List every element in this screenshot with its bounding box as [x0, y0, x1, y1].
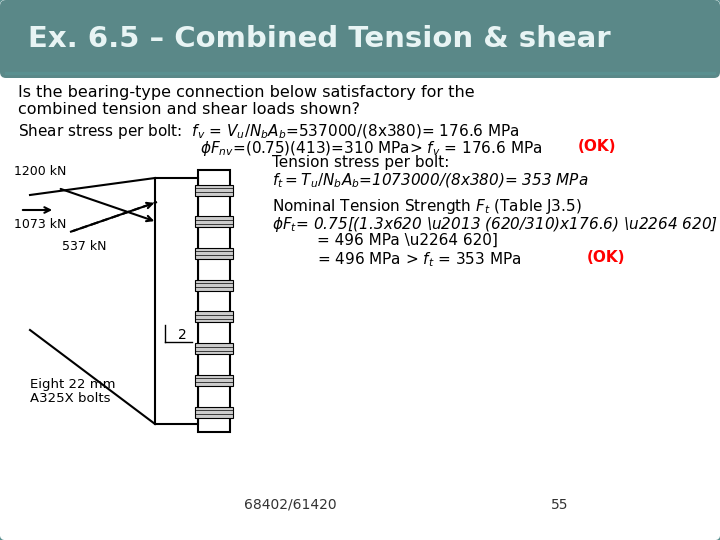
- Polygon shape: [195, 312, 233, 322]
- FancyBboxPatch shape: [0, 0, 720, 78]
- Polygon shape: [195, 248, 233, 259]
- Text: A325X bolts: A325X bolts: [30, 392, 110, 405]
- Polygon shape: [195, 375, 233, 386]
- Polygon shape: [198, 170, 230, 432]
- Text: combined tension and shear loads shown?: combined tension and shear loads shown?: [18, 102, 360, 117]
- Polygon shape: [155, 178, 198, 424]
- Text: 55: 55: [552, 498, 569, 512]
- Polygon shape: [195, 216, 233, 227]
- Polygon shape: [195, 185, 233, 195]
- Text: (OK): (OK): [587, 250, 626, 265]
- Text: Ex. 6.5 – Combined Tension & shear: Ex. 6.5 – Combined Tension & shear: [28, 25, 611, 53]
- Polygon shape: [195, 343, 233, 354]
- Text: $f_t = T_u/N_bA_b$=1073000/(8x380)= 353 MPa: $f_t = T_u/N_bA_b$=1073000/(8x380)= 353 …: [272, 172, 588, 191]
- Text: Is the bearing-type connection below satisfactory for the: Is the bearing-type connection below sat…: [18, 85, 474, 100]
- Text: 1073 kN: 1073 kN: [14, 218, 66, 231]
- Polygon shape: [195, 407, 233, 417]
- Text: $\phi F_{nv}$=(0.75)(413)=310 MPa> $f_v$ = 176.6 MPa: $\phi F_{nv}$=(0.75)(413)=310 MPa> $f_v$…: [200, 139, 544, 158]
- Text: Eight 22 mm: Eight 22 mm: [30, 378, 115, 391]
- Text: = 496 MPa > $f_t$ = 353 MPa: = 496 MPa > $f_t$ = 353 MPa: [317, 250, 533, 269]
- Text: Shear stress per bolt:  $f_v$ = $V_u/N_bA_b$=537000/(8x380)= 176.6 MPa: Shear stress per bolt: $f_v$ = $V_u/N_bA…: [18, 122, 520, 141]
- Text: = 496 MPa \u2264 620]: = 496 MPa \u2264 620]: [317, 233, 498, 248]
- Text: 537 kN: 537 kN: [62, 240, 107, 253]
- Text: 1200 kN: 1200 kN: [14, 165, 66, 178]
- Text: $\phi F_t$= 0.75[(1.3x620 \u2013 (620/310)x176.6) \u2264 620]: $\phi F_t$= 0.75[(1.3x620 \u2013 (620/31…: [272, 215, 718, 234]
- Text: Tension stress per bolt:: Tension stress per bolt:: [272, 155, 449, 170]
- Text: 68402/61420: 68402/61420: [243, 498, 336, 512]
- Text: 2: 2: [178, 328, 186, 342]
- Text: (OK): (OK): [578, 139, 616, 154]
- Text: Nominal Tension Strength $F_t$ (Table J3.5): Nominal Tension Strength $F_t$ (Table J3…: [272, 197, 582, 216]
- Polygon shape: [195, 280, 233, 291]
